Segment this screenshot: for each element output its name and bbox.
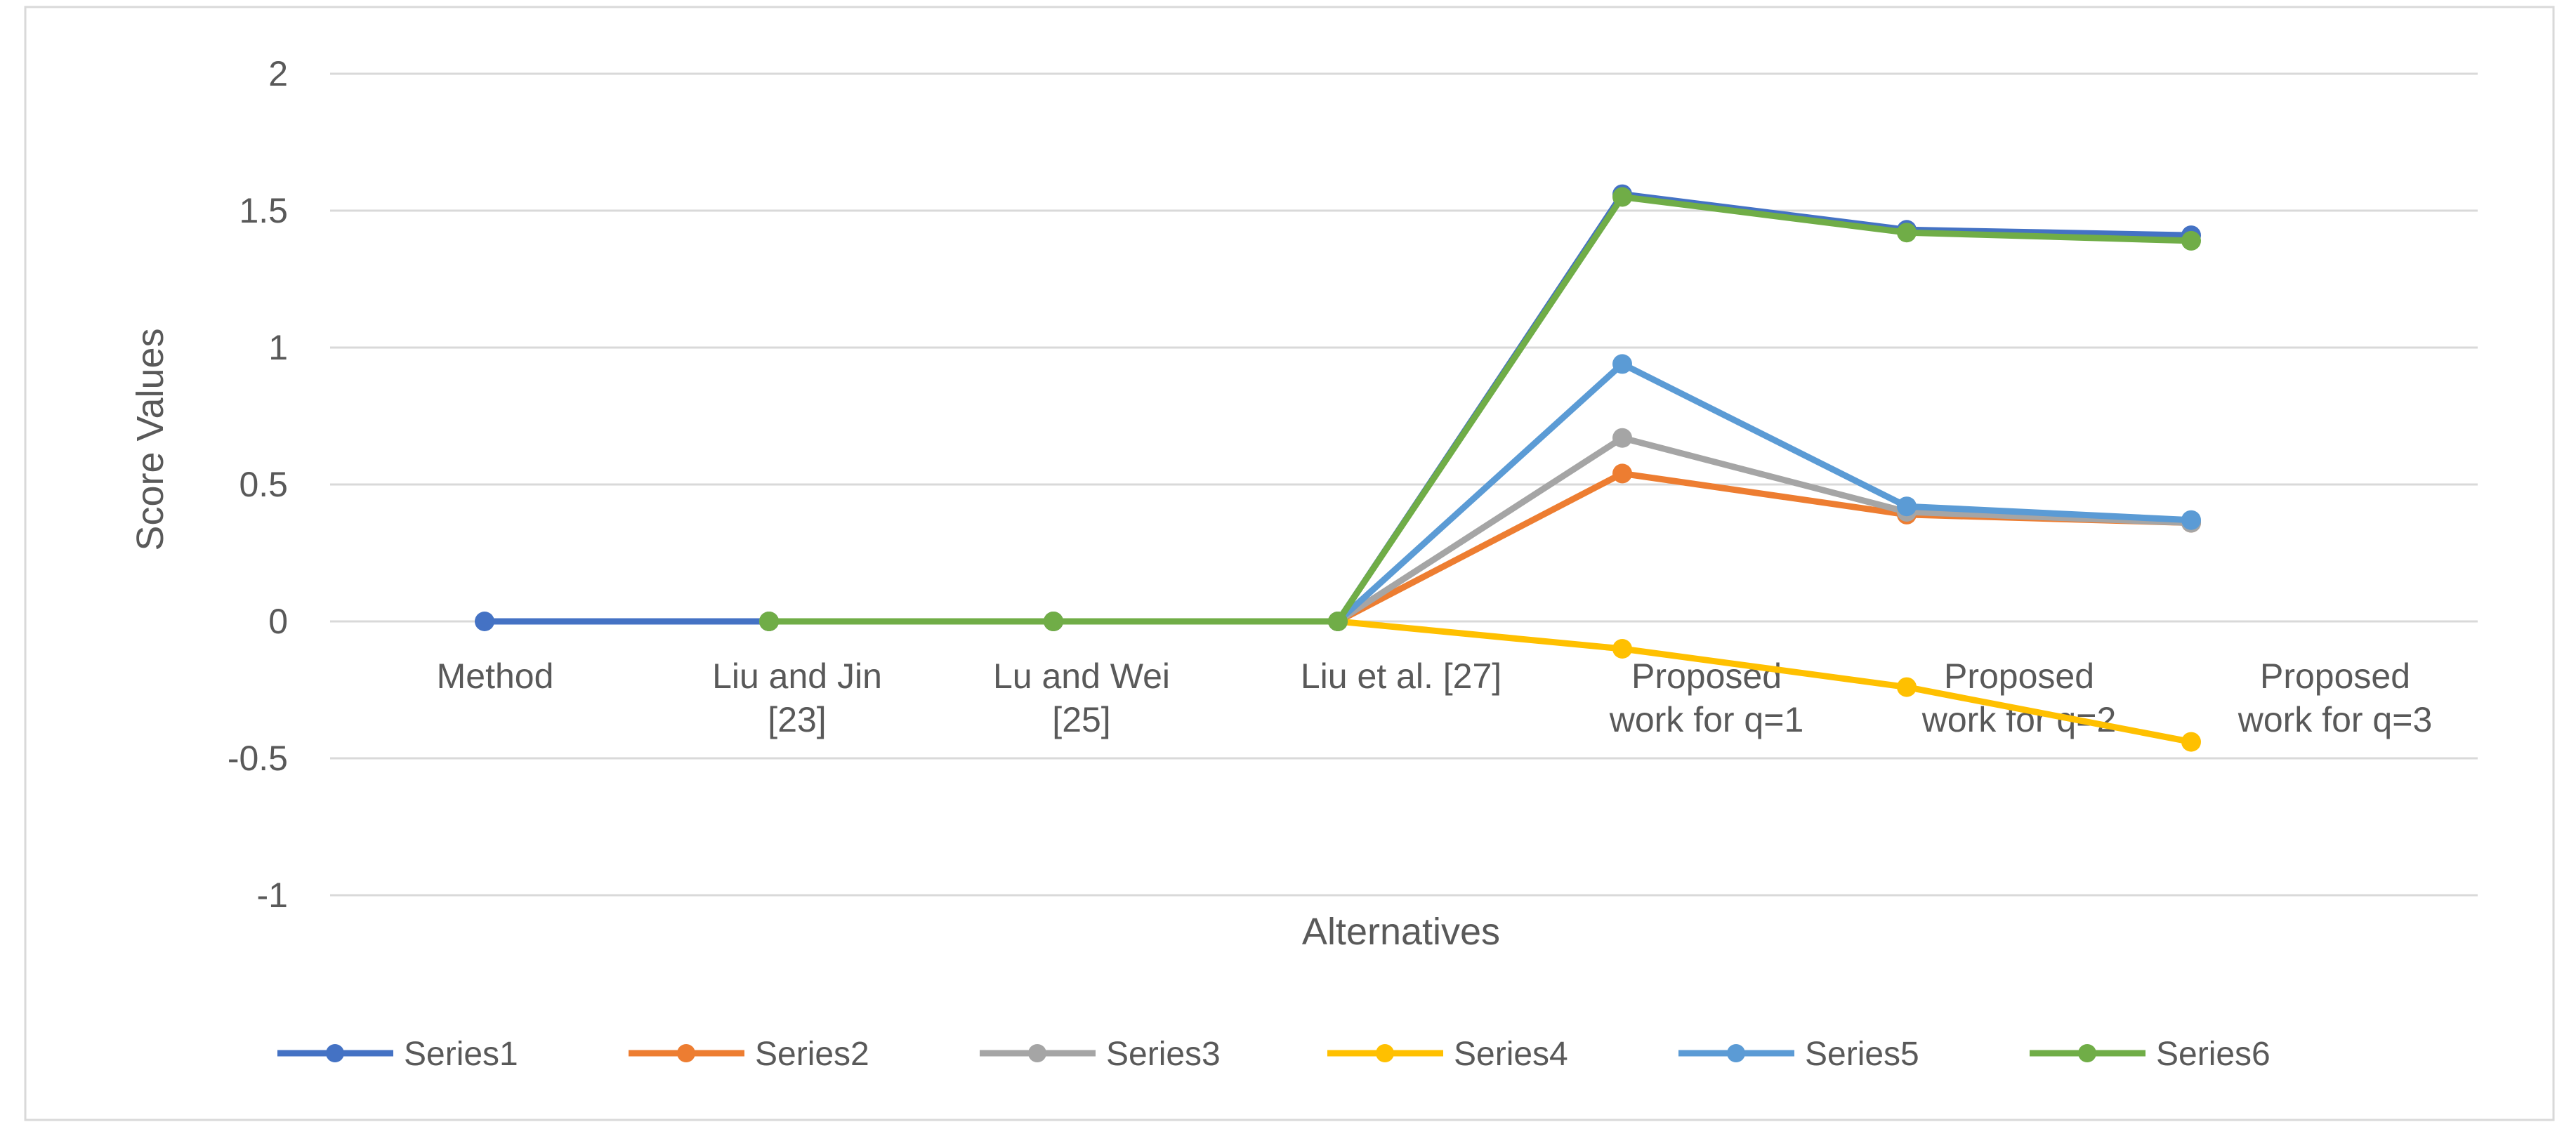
legend-swatch-marker xyxy=(1028,1044,1046,1062)
x-tick-label: Proposed work for q=3 xyxy=(2237,657,2433,739)
y-tick-label: 0 xyxy=(268,602,288,641)
x-tick-label-line: Liu and Jin xyxy=(712,657,882,696)
data-point xyxy=(1897,223,1917,243)
legend-item: Series5 xyxy=(1678,1036,1919,1073)
legend-swatch-marker xyxy=(326,1044,344,1062)
y-axis-title: Score Values xyxy=(129,328,171,550)
x-tick-label-line: Lu and Wei xyxy=(993,657,1170,696)
y-tick-label: 0.5 xyxy=(239,465,288,504)
x-tick-label-line: [25] xyxy=(1052,700,1110,739)
legend-swatch-marker xyxy=(2078,1044,2096,1062)
x-tick-label: Liu et al. [27] xyxy=(1301,657,1501,696)
x-tick-label-line: Proposed xyxy=(2260,657,2410,696)
data-point xyxy=(1612,187,1632,207)
data-point xyxy=(1612,354,1632,374)
data-point xyxy=(1044,612,1063,631)
chart-area-border xyxy=(24,6,2555,1121)
x-tick-label-line: Liu et al. [27] xyxy=(1301,657,1501,696)
legend-item: Series6 xyxy=(2030,1036,2271,1073)
legend-item: Series1 xyxy=(277,1036,518,1073)
legend-label: Series6 xyxy=(2156,1036,2271,1073)
x-tick-label: Lu and Wei [25] xyxy=(993,657,1170,739)
y-tick-label: 1.5 xyxy=(239,191,288,230)
data-point xyxy=(1328,612,1348,631)
legend-item: Series3 xyxy=(980,1036,1221,1073)
data-point xyxy=(1612,463,1632,484)
data-point xyxy=(475,612,494,631)
y-tick-label: 1 xyxy=(268,328,288,367)
y-tick-label: -1 xyxy=(257,876,288,915)
data-point xyxy=(759,612,779,631)
legend-swatch-marker xyxy=(1727,1044,1745,1062)
data-point xyxy=(2181,732,2201,752)
x-axis-title: Alternatives xyxy=(1302,911,1500,953)
legend-item: Series2 xyxy=(629,1036,869,1073)
y-tick-label: 2 xyxy=(268,54,288,93)
x-tick-label: Method xyxy=(437,657,554,696)
x-tick-label-line: Method xyxy=(437,657,554,696)
x-tick-label-line: [23] xyxy=(768,700,826,739)
data-point xyxy=(1897,677,1917,697)
series-lines xyxy=(475,184,2201,752)
legend-label: Series1 xyxy=(404,1036,518,1073)
x-tick-label: Liu and Jin [23] xyxy=(712,657,882,739)
series-6 xyxy=(759,187,2201,631)
x-tick-label: Proposed work for q=1 xyxy=(1609,657,1804,739)
data-point xyxy=(1612,428,1632,448)
data-point xyxy=(1612,639,1632,659)
legend-label: Series5 xyxy=(1805,1036,1919,1073)
data-point xyxy=(2181,230,2201,251)
data-point xyxy=(1897,496,1917,517)
x-tick-label-line: Proposed xyxy=(1944,657,2094,696)
data-point xyxy=(2181,510,2201,530)
x-tick-label-line: work for q=1 xyxy=(1609,700,1804,739)
x-tick-label-line: work for q=3 xyxy=(2237,700,2433,739)
legend-label: Series2 xyxy=(755,1036,869,1073)
legend-label: Series4 xyxy=(1454,1036,1568,1073)
y-tick-label: -0.5 xyxy=(228,739,288,778)
legend-label: Series3 xyxy=(1106,1036,1221,1073)
y-tick-labels: -1 -0.5 0 0.5 1 1.5 2 xyxy=(228,54,288,915)
legend-swatch-marker xyxy=(1376,1044,1394,1062)
legend: Series1 Series2 Series3 Series4 Series5 Serie… xyxy=(277,1036,2271,1073)
series-line xyxy=(765,194,2195,625)
legend-item: Series4 xyxy=(1327,1036,1568,1073)
legend-swatch-marker xyxy=(677,1044,695,1062)
